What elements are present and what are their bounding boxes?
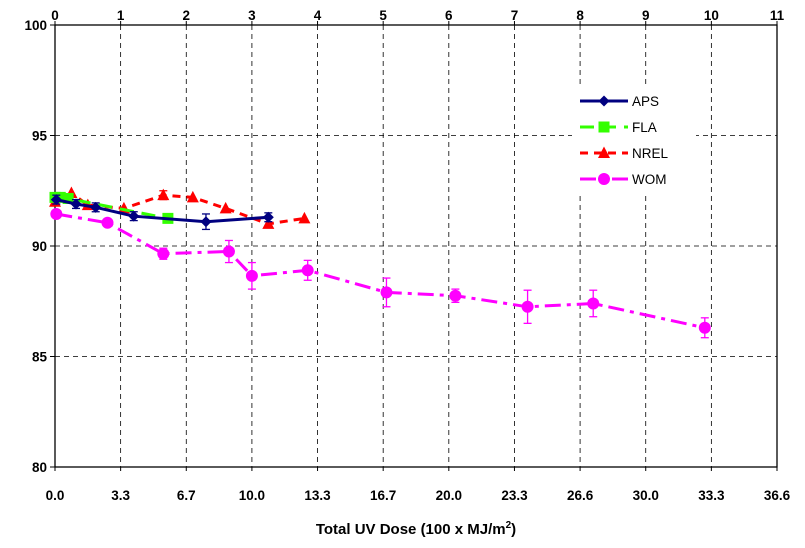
x-top-tick-label: 0 (51, 8, 59, 23)
x-bottom-tick-label: 20.0 (436, 488, 462, 503)
data-point-fla (54, 191, 66, 203)
y-tick-label: 80 (32, 460, 47, 475)
series-wom (50, 207, 711, 339)
data-point-aps (128, 210, 140, 222)
x-top-tick-label: 11 (770, 8, 785, 23)
x-bottom-tick-label: 6.7 (177, 488, 196, 503)
legend-label-aps: APS (632, 94, 659, 109)
legend-items: APS FLA NREL WOM (580, 94, 669, 187)
data-point-wom (222, 245, 235, 258)
x-axis-title-prefix: Total UV Dose (100 x MJ/m (316, 521, 506, 538)
data-point-aps (200, 216, 212, 228)
x-top-tick-label: 4 (314, 8, 322, 23)
x-top-tick-label: 2 (183, 8, 191, 23)
x-bottom-tick-label: 26.6 (567, 488, 594, 503)
x-top-tick-label: 3 (248, 8, 256, 23)
data-point-wom (587, 297, 600, 310)
x-top-tick-label: 9 (642, 8, 650, 23)
x-top-tick-label: 5 (379, 8, 387, 23)
y-tick-label: 85 (32, 350, 48, 365)
x-bottom-tick-label: 0.0 (46, 488, 65, 503)
x-axis-bottom-ticks: 0.0 3.3 6.7 10.0 13.3 16.7 20.0 23.3 26.6 30.0 33.… (46, 467, 791, 503)
series-group (49, 186, 711, 339)
legend-label-nrel: NREL (632, 146, 669, 161)
x-bottom-tick-label: 10.0 (239, 488, 265, 503)
x-top-tick-label: 7 (511, 8, 519, 23)
x-top-tick-label: 10 (704, 8, 719, 23)
x-bottom-tick-label: 30.0 (633, 488, 659, 503)
x-top-tick-label: 8 (576, 8, 584, 23)
data-point-wom (245, 269, 258, 282)
data-point-aps (50, 194, 62, 206)
y-tick-label: 95 (32, 129, 48, 144)
data-point-wom (157, 247, 170, 260)
data-point-wom (521, 300, 534, 313)
data-point-fla (62, 192, 74, 204)
data-point-nrel (262, 217, 275, 229)
data-point-nrel (219, 201, 232, 214)
legend-marker-wom (598, 173, 610, 185)
data-point-nrel (298, 211, 311, 224)
x-axis-title-superscript: 2 (506, 520, 512, 531)
y-tick-label: 100 (24, 18, 47, 33)
x-bottom-tick-label: 36.6 (764, 488, 791, 503)
data-point-aps (70, 198, 82, 210)
data-point-nrel (186, 190, 199, 203)
data-point-wom (449, 289, 462, 302)
data-point-aps (90, 201, 102, 213)
y-tick-label: 90 (32, 239, 47, 254)
legend-label-fla: FLA (632, 120, 657, 135)
data-point-wom (698, 321, 711, 334)
x-top-tick-label: 6 (445, 8, 453, 23)
data-point-wom (380, 286, 393, 299)
x-axis-top-ticks: 0 1 2 3 4 5 6 7 8 9 10 11 (51, 8, 785, 25)
y-axis-ticks: 80 85 90 95 100 (24, 18, 55, 475)
legend-marker-aps (598, 95, 610, 107)
series-aps (50, 194, 274, 231)
x-axis-title-suffix: ) (511, 521, 516, 538)
data-point-wom (101, 216, 114, 229)
x-bottom-tick-label: 33.3 (698, 488, 725, 503)
x-top-tick-label: 1 (117, 8, 125, 23)
data-point-wom (50, 207, 63, 220)
data-point-aps (262, 211, 274, 223)
data-point-nrel (157, 188, 170, 201)
x-bottom-tick-label: 3.3 (111, 488, 130, 503)
x-axis-title: Total UV Dose (100 x MJ/m2) (316, 520, 516, 538)
x-bottom-tick-label: 13.3 (304, 488, 331, 503)
legend-label-wom: WOM (632, 172, 667, 187)
legend: APS FLA NREL WOM (572, 84, 696, 194)
legend-marker-fla (598, 121, 610, 133)
legend-marker-nrel (598, 146, 610, 158)
x-bottom-tick-label: 16.7 (370, 488, 396, 503)
data-point-wom (301, 264, 314, 277)
x-bottom-tick-label: 23.3 (501, 488, 528, 503)
